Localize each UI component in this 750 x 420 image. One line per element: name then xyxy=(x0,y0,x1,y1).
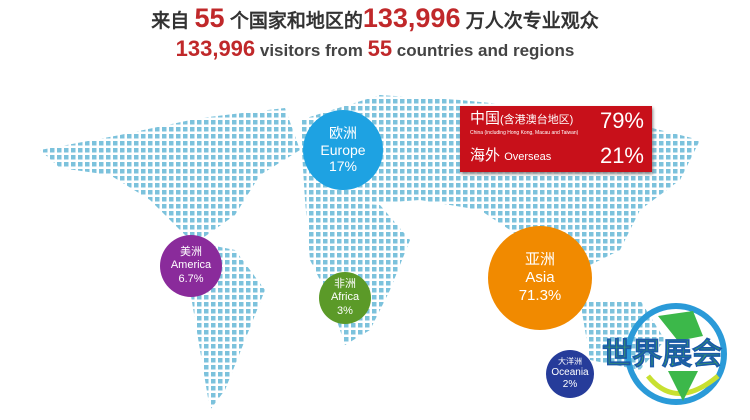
region-oceania: 大洋洲 Oceania 2% xyxy=(546,350,594,398)
headline-english: 133,996 visitors from 55 countries and r… xyxy=(175,36,575,61)
region-africa: 非洲 Africa 3% xyxy=(319,272,371,324)
headline-chinese: 来自 55 个国家和地区的133,996 万人次专业观众 xyxy=(151,3,599,33)
region-america: 美洲 America 6.7% xyxy=(160,235,222,297)
svg-text:世界展会: 世界展会 xyxy=(602,337,722,372)
origin-breakdown-box: 中国(含港澳台地区) China (including Hong Kong, M… xyxy=(460,106,652,172)
region-europe: 欧洲 Europe 17% xyxy=(303,110,383,190)
world-expo-logo: 世界展会 xyxy=(602,303,727,405)
region-asia: 亚洲 Asia 71.3% xyxy=(488,226,592,330)
